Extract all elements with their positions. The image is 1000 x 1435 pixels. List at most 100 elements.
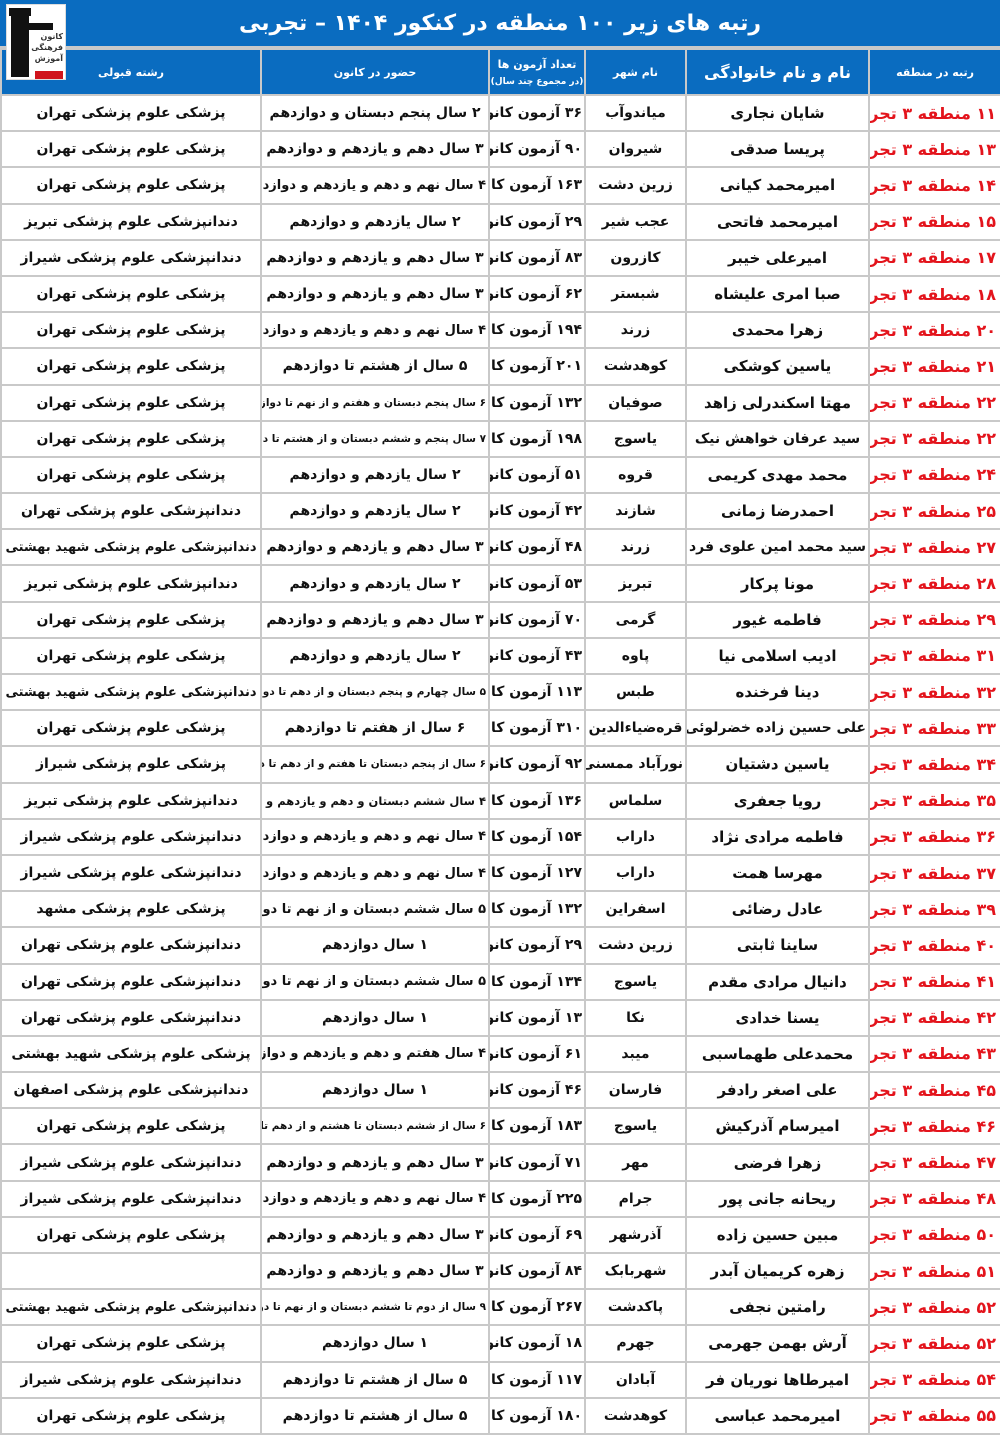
header-rank: رتبه در منطقه [868,48,1000,96]
city-cell: میاندوآب [584,93,687,133]
header-exams: تعداد آزمون ها (در مجموع چند سال) [488,48,586,96]
exams-cell: ۸۴ آزمون کانون [488,1251,586,1291]
attendance-cell: ۳ سال دهم و یازدهم و دوازدهم [260,1143,490,1182]
exams-cell: ۱۵۴ آزمون کانون [488,817,586,856]
rank-cell: ۱۷ منطقه ۳ تجربی [868,238,1000,277]
attendance-cell: ۱ سال دوازدهم [260,1071,490,1110]
attendance-cell: ۴ سال ششم دبستان و دهم و یازدهم و دوازده… [260,781,490,820]
exams-cell: ۱۶۳ آزمون کانون [488,166,586,205]
rank-cell: ۲۹ منطقه ۳ تجربی [868,600,1000,639]
city-cell: زرند [584,311,687,350]
attendance-cell: ۶ سال از ششم دبستان تا هشتم و از دهم تا … [260,1107,490,1146]
exams-cell: ۶۹ آزمون کانون [488,1215,586,1255]
exams-cell: ۱۳۶ آزمون کانون [488,781,586,820]
major-cell: دندانپزشکی علوم پزشکی تهران [0,926,262,965]
attendance-cell: ۱ سال دوازدهم [260,926,490,965]
city-cell: تبریز [584,564,687,603]
exams-cell: ۳۶ آزمون کانون [488,93,586,133]
name-cell: رامتین نجفی [685,1288,870,1327]
city-cell: داراب [584,853,687,893]
city-cell: یاسوج [584,419,687,458]
attendance-cell: ۵ سال چهارم و پنجم دبستان و از دهم تا دو… [260,672,490,712]
major-cell: پزشکی علوم پزشکی تهران [0,166,262,205]
exams-cell: ۱۳۲ آزمون کانون [488,383,586,422]
major-cell: پزشکی علوم پزشکی تهران [0,600,262,639]
attendance-cell: ۴ سال نهم و دهم و یازدهم و دوازدهم [260,166,490,205]
exams-cell: ۱۱۳ آزمون کانون [488,672,586,712]
name-cell: علی اصغر رادفر [685,1071,870,1110]
name-cell: امیرسام آذرکیش [685,1107,870,1146]
city-cell: داراب [584,817,687,856]
name-cell: دانیال مرادی مقدم [685,962,870,1001]
name-cell: ساینا ثابتی [685,926,870,965]
header-exams-label: تعداد آزمون ها [497,57,577,71]
exams-cell: ۴۳ آزمون کانون [488,636,586,676]
rank-cell: ۵۴ منطقه ۳ تجربی [868,1360,1000,1399]
table-row: ۲۲ منطقه ۳ تجربیمهتا اسکندرلی زاهدصوفیان… [0,383,1000,422]
city-cell: عجب شیر [584,202,687,241]
city-cell: سلماس [584,781,687,820]
name-cell: زهرا فرضی [685,1143,870,1182]
attendance-cell: ۴ سال هفتم و دهم و یازدهم و دوازدهم [260,1034,490,1074]
major-cell: دندانپزشکی علوم پزشکی شیراز [0,238,262,277]
attendance-cell: ۶ سال از پنجم دبستان تا هفتم و از دهم تا… [260,745,490,784]
city-cell: قره‌ضیاءالدین [584,709,687,748]
rank-cell: ۴۲ منطقه ۳ تجربی [868,998,1000,1037]
city-cell: جرام [584,1179,687,1218]
attendance-cell: ۲ سال یازدهم و دوازدهم [260,202,490,241]
name-cell: امیرعلی خیبر [685,238,870,277]
attendance-cell: ۱ سال دوازدهم [260,1324,490,1363]
major-cell [0,1251,262,1291]
name-cell: سید عرفان خواهش نیک [685,419,870,458]
major-cell: دندانپزشکی علوم پزشکی شهید بهشتی [0,528,262,567]
name-cell: یاسین دشتیان [685,745,870,784]
city-cell: شیروان [584,130,687,169]
rank-cell: ۱۸ منطقه ۳ تجربی [868,274,1000,314]
rank-cell: ۲۲ منطقه ۳ تجربی [868,419,1000,458]
exams-cell: ۴۲ آزمون کانون [488,492,586,531]
city-cell: طبس [584,672,687,712]
rank-cell: ۱۱ منطقه ۳ تجربی [868,93,1000,133]
major-cell: پزشکی علوم پزشکی تهران [0,1396,262,1435]
rank-cell: ۲۷ منطقه ۳ تجربی [868,528,1000,567]
major-cell: پزشکی علوم پزشکی مشهد [0,890,262,929]
exams-cell: ۶۱ آزمون کانون [488,1034,586,1074]
rank-cell: ۴۶ منطقه ۳ تجربی [868,1107,1000,1146]
attendance-cell: ۲ سال یازدهم و دوازدهم [260,564,490,603]
major-cell: پزشکی علوم پزشکی تهران [0,347,262,386]
attendance-cell: ۴ سال نهم و دهم و یازدهم و دوازدهم [260,1179,490,1218]
name-cell: امیرطاها نوریان فر [685,1360,870,1399]
city-cell: مهر [584,1143,687,1182]
attendance-cell: ۳ سال دهم و یازدهم و دوازدهم [260,130,490,169]
rank-cell: ۴۳ منطقه ۳ تجربی [868,1034,1000,1074]
city-cell: پاوه [584,636,687,676]
city-cell: شازند [584,492,687,531]
name-cell: امیرمحمد عباسی [685,1396,870,1435]
major-cell: پزشکی علوم پزشکی تهران [0,1107,262,1146]
name-cell: امیرمحمد فاتحی [685,202,870,241]
exams-cell: ۱۱۷ آزمون کانون [488,1360,586,1399]
name-cell: محمد مهدی کریمی [685,455,870,495]
major-cell: دندانپزشکی علوم پزشکی تهران [0,492,262,531]
city-cell: جهرم [584,1324,687,1363]
page-title: رتبه های زیر ۱۰۰ منطقه در کنکور ۱۴۰۴ – ت… [239,10,761,36]
major-cell: پزشکی علوم پزشکی تهران [0,311,262,350]
city-cell: فارسان [584,1071,687,1110]
rank-cell: ۳۲ منطقه ۳ تجربی [868,672,1000,712]
attendance-cell: ۳ سال دهم و یازدهم و دوازدهم [260,1251,490,1291]
table-header-row: رتبه در منطقه نام و نام خانوادگی نام شهر… [0,48,1000,96]
name-cell: احمدرضا زمانی [685,492,870,531]
